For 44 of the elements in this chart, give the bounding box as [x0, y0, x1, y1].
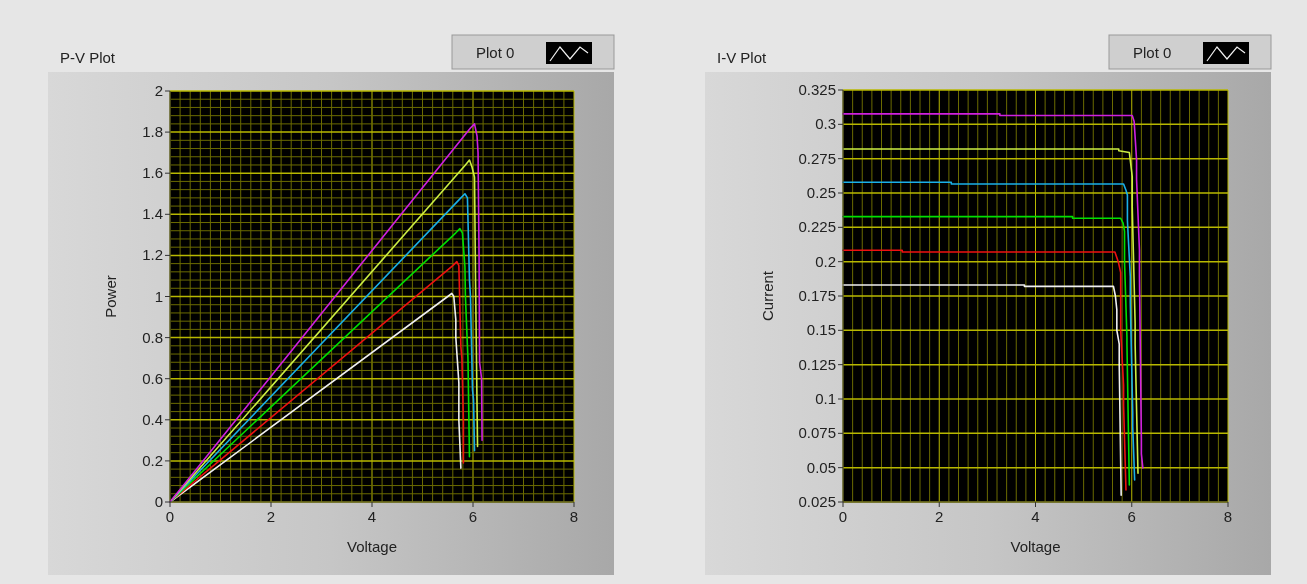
- y-axis-title: Current: [759, 270, 776, 322]
- y-tick-label: 1.6: [142, 164, 163, 182]
- chart-title: P-V Plot: [60, 49, 116, 66]
- x-axis-title: Voltage: [1010, 538, 1061, 555]
- y-tick-label: 1: [154, 287, 163, 305]
- y-tick-label: 0.8: [142, 328, 163, 346]
- y-tick-label: 0.125: [798, 355, 836, 373]
- x-tick-label: 8: [1223, 508, 1233, 525]
- x-tick-label: 2: [935, 508, 944, 525]
- x-tick-label: 0: [838, 508, 848, 525]
- y-tick-label: 0.6: [142, 369, 163, 387]
- x-tick-label: 6: [468, 508, 478, 525]
- y-tick-label: 0: [154, 493, 163, 510]
- y-tick-label: 0.075: [798, 424, 836, 442]
- line-series: [842, 284, 1122, 496]
- y-tick-label: 0.2: [142, 451, 163, 469]
- x-tick-label: 4: [367, 508, 377, 525]
- y-tick-label: 0.275: [798, 149, 836, 167]
- line-series: [842, 249, 1127, 491]
- y-tick-label: 0.15: [806, 321, 836, 339]
- legend-label: Plot 0: [1133, 44, 1172, 61]
- x-tick-label: 0: [165, 508, 175, 525]
- y-axis-title: Power: [102, 275, 119, 318]
- y-tick-label: 2: [154, 82, 163, 99]
- chart-title: I-V Plot: [717, 49, 768, 66]
- y-tick-label: 0.225: [798, 218, 836, 236]
- x-tick-label: 4: [1031, 508, 1040, 525]
- y-tick-label: 0.325: [798, 81, 836, 98]
- legend-label: Plot 0: [476, 44, 515, 61]
- y-tick-label: 0.05: [806, 458, 836, 476]
- x-axis-title: Voltage: [346, 538, 398, 555]
- y-tick-label: 0.1: [815, 390, 836, 407]
- y-tick-label: 0.4: [142, 410, 163, 428]
- y-tick-label: 1.2: [142, 246, 163, 264]
- x-tick-label: 6: [1127, 508, 1136, 525]
- y-tick-label: 0.175: [798, 287, 836, 304]
- y-tick-label: 1.8: [142, 123, 163, 141]
- y-tick-label: 0.2: [815, 252, 836, 270]
- x-tick-label: 2: [266, 508, 276, 525]
- y-tick-label: 0.25: [806, 184, 836, 201]
- x-tick-label: 8: [569, 508, 579, 525]
- y-tick-label: 0.025: [798, 493, 836, 510]
- y-tick-label: 1.4: [142, 205, 163, 223]
- y-tick-label: 0.3: [815, 115, 836, 133]
